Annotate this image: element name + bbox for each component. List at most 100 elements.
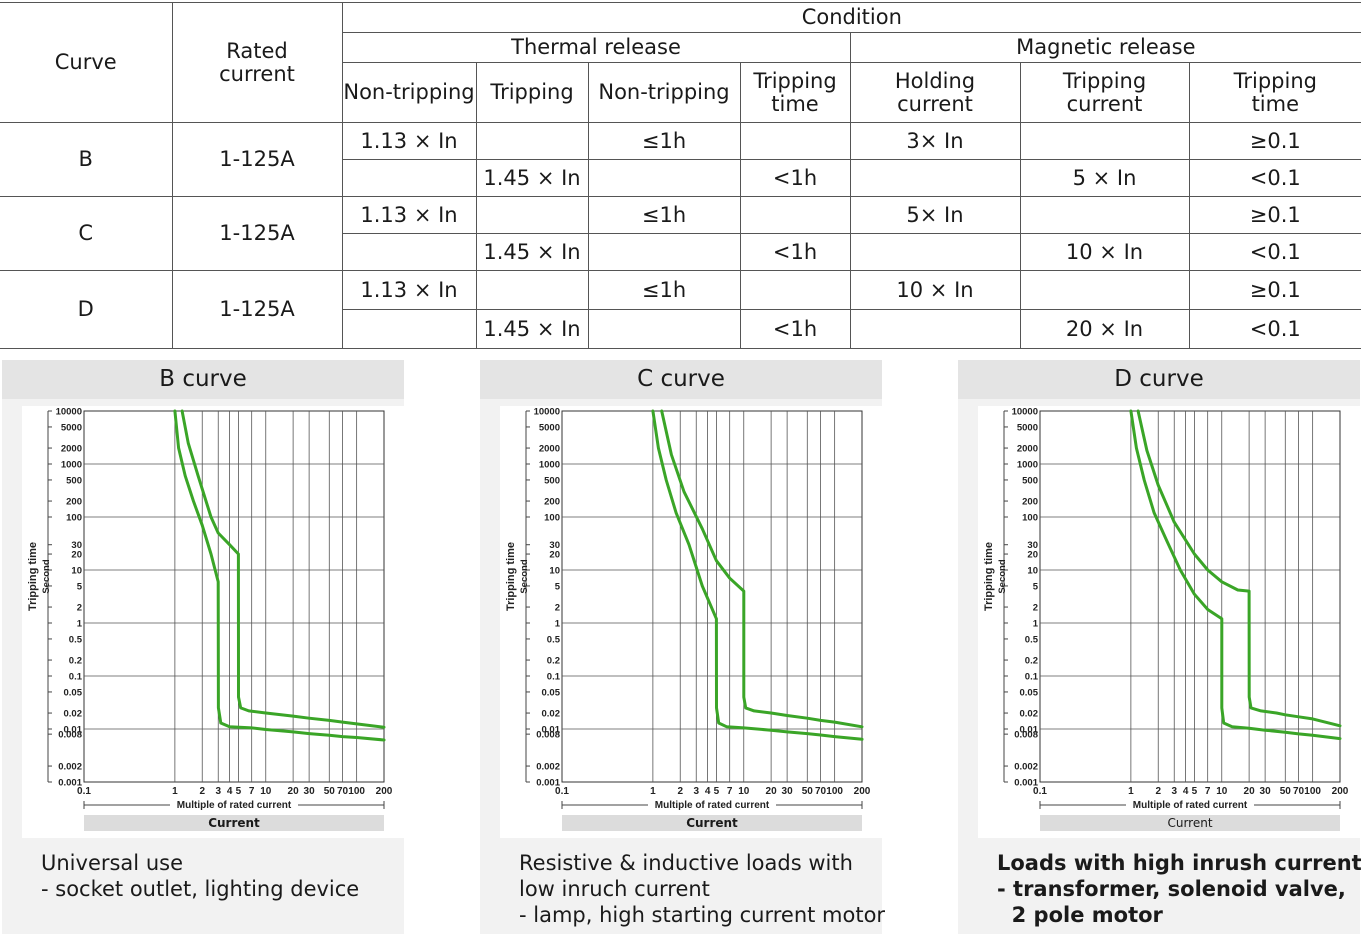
x-tick-label: 100	[348, 786, 365, 797]
y-tick-label: 0.01	[542, 725, 561, 736]
y-tick-label: 0.001	[58, 778, 82, 789]
x-tick-label: 10	[1216, 786, 1228, 797]
row-curve: B	[0, 122, 173, 197]
header-col: Holding current	[849, 62, 1021, 123]
header-col: Non-tripping	[341, 62, 477, 123]
table-cell: 1.13 × In	[341, 270, 477, 310]
x-tick-label: 7	[1205, 786, 1211, 797]
b-curve-panel: B curve 0.1 1 2 3 4 5 7 10 20 30 50 70 100 200 10000 50…	[2, 360, 404, 934]
table-cell	[849, 159, 1021, 197]
x-tick-label: 7	[249, 786, 255, 797]
y-tick-label: 2	[1033, 603, 1038, 614]
header-rated-current: Rated current	[171, 2, 343, 123]
x-tick-label: 0.1	[1033, 786, 1047, 797]
table-cell: <1h	[739, 159, 851, 197]
x-axis-current-label: Current	[84, 815, 384, 831]
b-curve-chart: 0.1 1 2 3 4 5 7 10 20 30 50 70 100 200 10000 5000 2000 10…	[22, 406, 404, 838]
table-cell: 3× In	[849, 122, 1021, 160]
x-tick-label: 1	[650, 786, 656, 797]
y-tick-label: 2	[555, 603, 560, 614]
y-tick-label: 0.5	[1025, 634, 1039, 645]
y-tick-label: 10000	[1012, 407, 1038, 418]
y-tick-label: 0.01	[1020, 725, 1039, 736]
x-tick-label: 4	[227, 786, 233, 797]
y-axis-subtitle: Second	[997, 559, 1008, 594]
panel-description: Resistive & inductive loads with low inru…	[519, 851, 886, 927]
y-axis-title: Tripping time	[983, 542, 995, 611]
d-curve-panel: D curve 0.1 1 2 3 4 5 7 10 20 30 50 70 100 200 10000 50…	[958, 360, 1361, 934]
x-tick-label: 2	[1155, 786, 1161, 797]
x-tick-label: 7	[727, 786, 733, 797]
y-tick-label: 20	[1027, 550, 1038, 561]
y-tick-label: 0.05	[1020, 687, 1039, 698]
table-cell	[341, 309, 477, 349]
y-tick-label: 0.002	[1014, 762, 1038, 773]
y-tick-label: 30	[1027, 540, 1038, 551]
table-cell: ≥0.1	[1188, 270, 1361, 310]
y-tick-label: 0.2	[69, 656, 82, 667]
panel-title: B curve	[2, 360, 404, 399]
y-tick-label: 100	[544, 513, 560, 524]
x-tick-label: 100	[1304, 786, 1321, 797]
x-tick-label: 20	[766, 786, 778, 797]
y-tick-label: 0.02	[542, 709, 561, 720]
y-tick-label: 1	[555, 619, 561, 630]
row-curve: C	[0, 196, 173, 271]
y-tick-label: 2000	[539, 444, 560, 455]
y-tick-label: 100	[66, 513, 82, 524]
table-cell	[739, 270, 851, 310]
x-tick-label: 10	[738, 786, 750, 797]
table-cell: ≥0.1	[1188, 122, 1361, 160]
y-tick-label: 1000	[539, 460, 560, 471]
x-axis-title-bg	[648, 797, 776, 811]
x-tick-label: 10	[260, 786, 272, 797]
y-axis-subtitle: Second	[41, 559, 52, 594]
x-tick-label: 100	[826, 786, 843, 797]
y-tick-label: 10	[1027, 566, 1038, 577]
table-cell: 20 × In	[1019, 309, 1190, 349]
y-tick-label: 500	[1022, 475, 1038, 486]
panel-description: Universal use - socket outlet, lighting d…	[41, 851, 360, 901]
y-tick-label: 2	[77, 603, 82, 614]
x-tick-label: 4	[705, 786, 711, 797]
x-tick-label: 5	[714, 786, 720, 797]
y-tick-label: 5	[555, 581, 561, 592]
row-rated-current: 1-125A	[171, 122, 343, 197]
x-tick-label: 200	[1332, 786, 1349, 797]
x-tick-label: 3	[215, 786, 221, 797]
y-tick-label: 30	[549, 540, 560, 551]
y-tick-label: 200	[1022, 497, 1038, 508]
table-cell: <0.1	[1188, 233, 1361, 271]
y-tick-label: 5000	[61, 422, 82, 433]
y-tick-label: 10	[71, 566, 82, 577]
x-tick-label: 50	[324, 786, 336, 797]
y-tick-label: 1000	[61, 460, 82, 471]
table-cell	[849, 233, 1021, 271]
table-cell	[1019, 122, 1190, 160]
table-cell: ≤1h	[587, 122, 741, 160]
table-cell: 5× In	[849, 196, 1021, 234]
table-cell: ≥0.1	[1188, 196, 1361, 234]
x-axis-title: Multiple of rated current	[1133, 800, 1248, 811]
panel-title: C curve	[480, 360, 882, 399]
tripping-curve-upper	[1136, 409, 1342, 728]
table-cell	[475, 196, 589, 234]
x-tick-label: 1	[1128, 786, 1134, 797]
y-tick-label: 10	[549, 566, 560, 577]
y-tick-label: 200	[544, 497, 560, 508]
table-cell: 1.45 × In	[475, 309, 589, 349]
y-tick-label: 2000	[1017, 444, 1038, 455]
table-cell	[475, 122, 589, 160]
x-tick-label: 5	[1192, 786, 1198, 797]
tripping-characteristics-table: Curve Rated current Condition Thermal rel…	[0, 2, 1361, 349]
table-cell	[1019, 196, 1190, 234]
x-tick-label: 50	[1280, 786, 1292, 797]
y-tick-label: 0.002	[58, 762, 82, 773]
y-tick-label: 100	[1022, 513, 1038, 524]
x-tick-label: 0.1	[77, 786, 91, 797]
x-axis-current-label: Current	[1040, 815, 1340, 831]
y-tick-label: 30	[71, 540, 82, 551]
y-tick-label: 0.001	[1014, 778, 1038, 789]
table-cell	[587, 309, 741, 349]
y-tick-label: 0.008	[1014, 730, 1038, 741]
